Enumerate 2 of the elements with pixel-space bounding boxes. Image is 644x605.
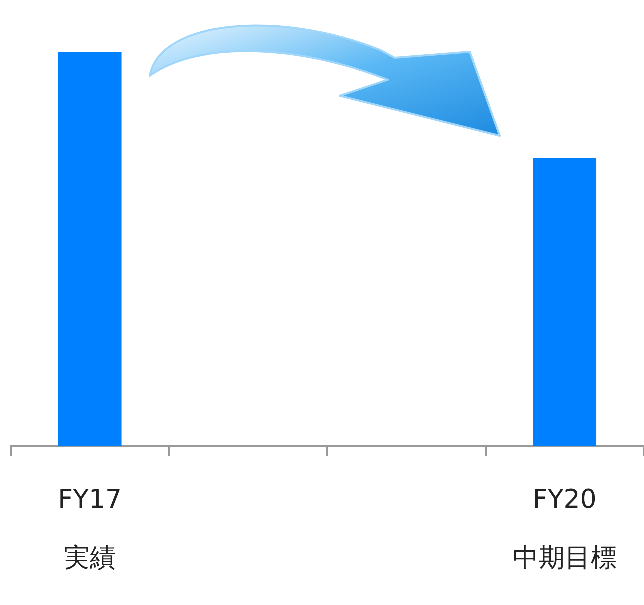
x-tick-label: FY20 中期目標 [512,485,617,574]
x-tick-label: FY17 実績 [58,485,122,574]
